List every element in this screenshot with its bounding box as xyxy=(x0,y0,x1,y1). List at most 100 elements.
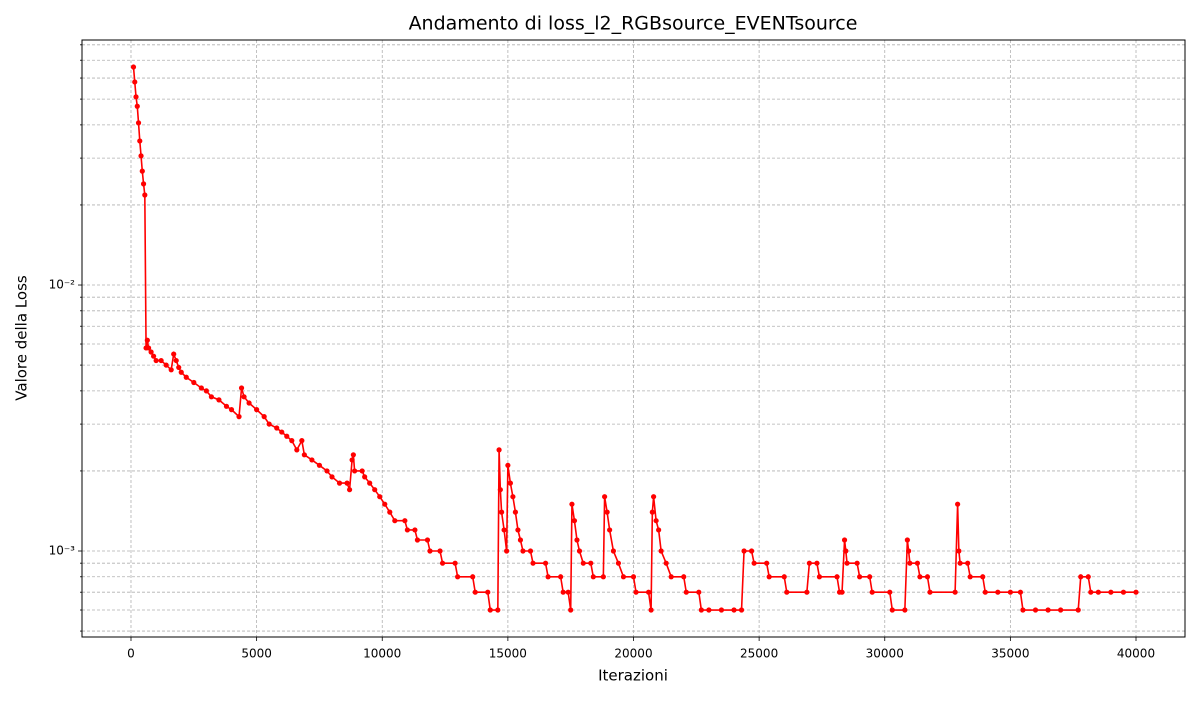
loss-point xyxy=(279,429,285,435)
loss-point xyxy=(145,345,152,351)
loss-point xyxy=(372,487,378,493)
loss-point xyxy=(505,462,511,468)
loss-point xyxy=(816,574,823,580)
loss-point xyxy=(574,537,580,543)
loss-point xyxy=(198,385,204,391)
loss-point xyxy=(284,433,290,439)
loss-point xyxy=(607,527,613,533)
loss-point xyxy=(1085,574,1091,580)
loss-point xyxy=(329,474,335,480)
loss-point xyxy=(261,414,267,420)
loss-point xyxy=(668,574,674,580)
x-tick-label: 35000 xyxy=(991,647,1029,661)
loss-point xyxy=(497,487,503,493)
loss-point xyxy=(236,414,242,420)
loss-point xyxy=(590,574,596,580)
loss-point xyxy=(228,407,235,413)
loss-point xyxy=(906,548,912,554)
loss-point xyxy=(137,138,143,144)
loss-point xyxy=(246,400,252,406)
loss-point xyxy=(223,403,230,409)
chart-title: Andamento di loss_l2_RGBsource_EVENTsour… xyxy=(409,13,858,35)
loss-point xyxy=(289,438,295,444)
loss-point xyxy=(766,574,772,580)
loss-point xyxy=(854,560,860,566)
loss-point xyxy=(142,192,148,198)
loss-point xyxy=(781,574,787,580)
loss-point xyxy=(615,560,622,566)
loss-point xyxy=(439,560,446,566)
loss-point xyxy=(867,574,873,580)
loss-point xyxy=(952,589,958,595)
loss-point xyxy=(139,168,145,174)
loss-point xyxy=(804,589,810,595)
x-tick-label: 5000 xyxy=(241,647,272,661)
loss-point xyxy=(527,548,534,554)
loss-point xyxy=(649,509,655,515)
loss-line xyxy=(132,66,1137,611)
loss-point xyxy=(731,607,737,613)
loss-point xyxy=(504,548,510,554)
loss-point xyxy=(542,560,549,566)
loss-point xyxy=(604,509,610,515)
loss-point xyxy=(173,357,179,364)
loss-point xyxy=(844,560,850,566)
y-tick-label: 10⁻³ xyxy=(49,544,76,558)
loss-point xyxy=(869,589,875,595)
loss-point xyxy=(402,518,408,524)
loss-point xyxy=(1108,589,1114,595)
loss-point xyxy=(176,364,182,371)
loss-point xyxy=(507,480,513,486)
loss-point xyxy=(1020,607,1026,613)
loss-point xyxy=(520,548,526,554)
loss-point xyxy=(472,589,478,595)
loss-point xyxy=(648,607,654,613)
loss-point xyxy=(982,589,988,595)
loss-point xyxy=(501,527,507,533)
loss-point xyxy=(653,518,659,524)
x-axis-label: Iterazioni xyxy=(598,667,668,685)
loss-point xyxy=(498,509,505,515)
x-tick-label: 10000 xyxy=(363,647,401,661)
loss-point xyxy=(718,607,725,613)
loss-point xyxy=(965,560,971,566)
loss-point xyxy=(927,589,933,595)
y-axis-label: Valore della Loss xyxy=(13,275,31,401)
loss-point xyxy=(336,480,343,486)
loss-point xyxy=(254,407,260,413)
loss-point xyxy=(839,589,845,595)
loss-point xyxy=(580,560,586,566)
loss-point xyxy=(362,474,368,480)
x-tick-label: 15000 xyxy=(489,647,527,661)
loss-point xyxy=(630,574,637,580)
loss-point xyxy=(163,362,169,368)
loss-point xyxy=(588,560,594,566)
loss-point xyxy=(452,560,458,566)
loss-point xyxy=(367,480,373,486)
loss-point xyxy=(153,357,159,364)
loss-point xyxy=(857,574,863,580)
loss-point xyxy=(806,560,812,566)
loss-point xyxy=(1017,589,1024,595)
loss-point xyxy=(424,537,431,543)
loss-point xyxy=(1078,574,1084,580)
loss-point xyxy=(203,388,209,394)
loss-point xyxy=(681,574,687,580)
loss-point xyxy=(924,574,931,580)
loss-point xyxy=(696,589,702,595)
x-tick-label: 0 xyxy=(127,647,135,661)
loss-point xyxy=(683,589,689,595)
loss-point xyxy=(1120,589,1127,595)
loss-point xyxy=(904,537,910,543)
loss-point xyxy=(1075,607,1081,613)
loss-point xyxy=(412,527,418,533)
loss-point xyxy=(382,501,388,507)
loss-point xyxy=(148,349,154,355)
loss-point xyxy=(656,527,662,533)
loss-point xyxy=(706,607,712,613)
loss-point xyxy=(241,394,247,400)
loss-point xyxy=(738,607,745,613)
loss-point xyxy=(914,560,921,566)
loss-point xyxy=(140,181,147,187)
loss-point xyxy=(487,607,493,613)
